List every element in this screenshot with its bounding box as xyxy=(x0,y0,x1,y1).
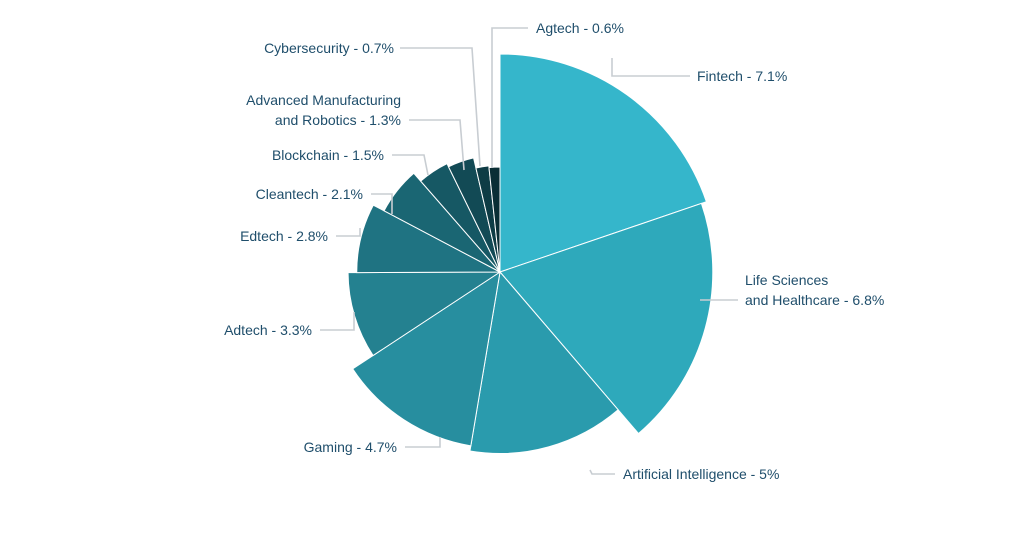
leader-line xyxy=(611,58,690,77)
leader-line xyxy=(336,228,361,237)
leader-line xyxy=(589,469,615,475)
slice-gaming xyxy=(352,270,501,447)
data-label: Gaming - 4.7% xyxy=(304,439,397,455)
leader-line xyxy=(371,193,393,214)
data-label-line: Life Sciences xyxy=(745,272,828,288)
data-label: Adtech - 3.3% xyxy=(224,322,312,338)
data-label-line: Adtech - 3.3% xyxy=(224,322,312,338)
data-label-line: Advanced Manufacturing xyxy=(246,92,401,108)
data-label-line: Cybersecurity - 0.7% xyxy=(264,40,394,56)
leader-line xyxy=(405,437,441,448)
data-label: Cybersecurity - 0.7% xyxy=(264,40,394,56)
chart-leader-lines xyxy=(320,27,738,475)
data-label: Cleantech - 2.1% xyxy=(256,186,363,202)
slice-cleantech xyxy=(383,172,501,273)
slice-blockchain xyxy=(419,162,501,273)
data-label: Blockchain - 1.5% xyxy=(272,147,384,163)
slice-artificial-intelligence xyxy=(469,270,619,454)
leader-line xyxy=(320,312,355,331)
data-label-line: Gaming - 4.7% xyxy=(304,439,397,455)
data-label-line: and Robotics - 1.3% xyxy=(275,112,401,128)
slice-advanced-manufacturing-and-robotics xyxy=(447,157,501,273)
data-label-line: Artificial Intelligence - 5% xyxy=(623,466,779,482)
data-label: Edtech - 2.8% xyxy=(240,228,328,244)
chart-labels: Fintech - 7.1% Life Sciences and Healthcar… xyxy=(224,20,884,482)
data-label-line: Cleantech - 2.1% xyxy=(256,186,363,202)
chart-slices xyxy=(347,53,714,454)
data-label: Artificial Intelligence - 5% xyxy=(623,466,779,482)
data-label: Fintech - 7.1% xyxy=(697,68,787,84)
data-label-line: Agtech - 0.6% xyxy=(536,20,624,36)
data-label-line: and Healthcare - 6.8% xyxy=(745,292,884,308)
slice-life-sciences-and-healthcare xyxy=(499,202,714,435)
data-label-line: Edtech - 2.8% xyxy=(240,228,328,244)
data-label-line: Fintech - 7.1% xyxy=(697,68,787,84)
leader-line xyxy=(400,47,481,167)
slice-agtech xyxy=(488,166,501,273)
data-label-line: Blockchain - 1.5% xyxy=(272,147,384,163)
leader-line xyxy=(409,119,465,171)
slice-edtech xyxy=(356,204,501,274)
data-label: Life Sciences and Healthcare - 6.8% xyxy=(745,272,884,308)
leader-line xyxy=(392,154,429,176)
data-label: Advanced Manufacturing and Robotics - 1.3… xyxy=(246,92,401,128)
slice-cybersecurity xyxy=(475,165,501,273)
data-label: Agtech - 0.6% xyxy=(536,20,624,36)
slice-fintech xyxy=(499,53,708,273)
leader-line xyxy=(491,27,528,168)
